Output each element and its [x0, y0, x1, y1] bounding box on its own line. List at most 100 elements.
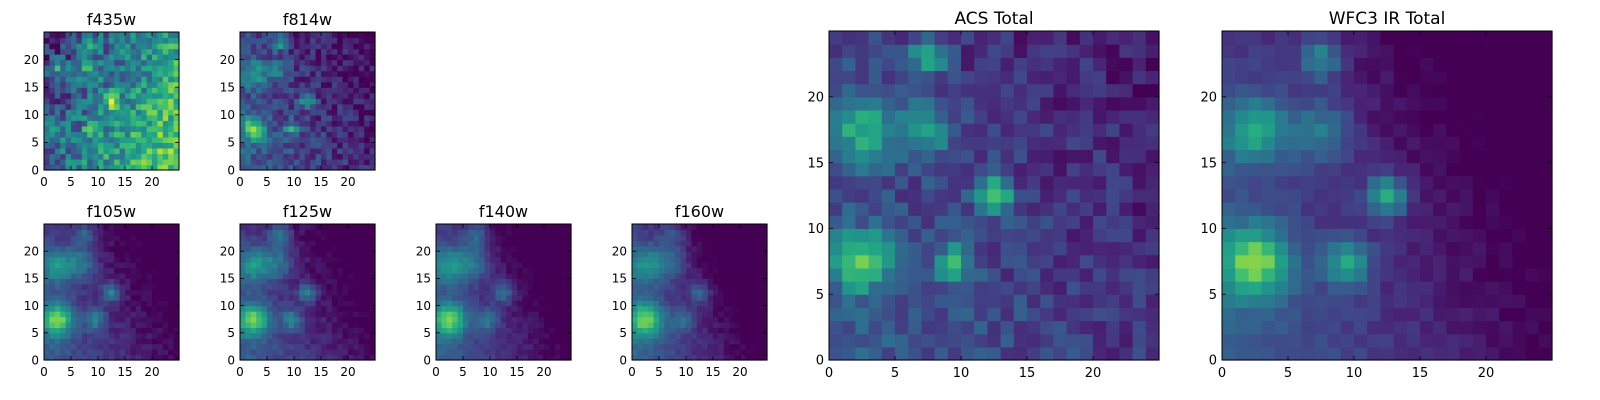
heatmap-cell	[304, 120, 311, 127]
heatmap-cell	[686, 338, 692, 345]
heatmap-cell	[76, 92, 83, 99]
heatmap-cell	[947, 320, 962, 335]
heatmap-cell	[103, 70, 110, 77]
heatmap-cell	[71, 70, 77, 77]
heatmap-cell	[664, 272, 671, 279]
heatmap-cell	[921, 83, 936, 98]
heatmap-cell	[1525, 188, 1540, 203]
heatmap-cell	[108, 229, 115, 236]
heatmap-cell	[315, 316, 322, 323]
heatmap-cell	[358, 109, 365, 116]
heatmap-cell	[740, 294, 746, 301]
heatmap-cell	[369, 142, 376, 149]
heatmap-cell	[549, 349, 556, 356]
heatmap-cell	[141, 343, 148, 350]
heatmap-cell	[987, 109, 1002, 124]
heatmap-cell	[713, 321, 719, 328]
heatmap-cell	[331, 321, 338, 328]
heatmap-cell	[560, 229, 567, 236]
heatmap-cells	[1222, 31, 1553, 361]
heatmap-cell	[364, 65, 371, 72]
heatmap-cell	[98, 48, 104, 55]
heatmap-cell	[103, 245, 110, 252]
heatmap-cell	[168, 343, 175, 350]
heatmap-cell	[364, 278, 371, 285]
heatmap-cell	[358, 311, 365, 318]
heatmap-cell	[659, 272, 665, 279]
heatmap-cell	[490, 289, 496, 296]
heatmap-cell	[119, 234, 126, 241]
heatmap-cell	[364, 332, 371, 339]
heatmap-cell	[44, 54, 50, 61]
heatmap-cell	[734, 234, 741, 241]
heatmap-cell	[1040, 320, 1054, 335]
heatmap-cell	[1446, 175, 1461, 190]
heatmap-cell	[157, 245, 164, 252]
heatmap-cell	[277, 87, 284, 94]
heatmap-cell	[130, 92, 137, 99]
heatmap-cell	[168, 240, 175, 247]
heatmap-cell	[173, 103, 180, 110]
heatmap-cell	[173, 59, 180, 66]
heatmap-cell	[321, 332, 327, 339]
heatmap-cell	[1512, 241, 1527, 256]
heatmap-cell	[517, 300, 523, 307]
heatmap-cell	[44, 81, 50, 88]
heatmap-cell	[702, 316, 709, 323]
x-tick-label: 10	[678, 365, 693, 379]
heatmap-cell	[637, 289, 644, 296]
heatmap-cell	[1053, 175, 1068, 190]
heatmap-cell	[745, 338, 752, 345]
heatmap-cell	[353, 278, 360, 285]
heatmap-cell	[277, 224, 284, 231]
heatmap-cell	[1314, 320, 1329, 335]
heatmap-cell	[261, 109, 268, 116]
heatmap-cell	[1459, 281, 1474, 295]
heatmap-cell	[479, 300, 486, 307]
heatmap-cell	[304, 272, 311, 279]
heatmap-cell	[1274, 162, 1289, 177]
heatmap-cell	[669, 224, 676, 231]
heatmap-cell	[1446, 162, 1461, 177]
heatmap-cell	[331, 65, 338, 72]
heatmap-cell	[92, 32, 99, 39]
heatmap-cell	[337, 142, 344, 149]
heatmap-cell	[87, 103, 94, 110]
heatmap-cell	[707, 305, 714, 312]
heatmap-cell	[637, 321, 644, 328]
heatmap-cell	[348, 158, 354, 166]
heatmap-cell	[250, 234, 257, 241]
heatmap-cell	[294, 92, 300, 99]
heatmap-cell	[961, 333, 975, 348]
heatmap-cell	[495, 343, 502, 350]
heatmap-cell	[669, 229, 676, 236]
heatmap-cell	[544, 338, 550, 345]
heatmap-cell	[1027, 281, 1041, 295]
heatmap-cell	[723, 229, 730, 236]
heatmap-cell	[65, 338, 72, 345]
heatmap-cell	[490, 240, 496, 247]
heatmap-cell	[157, 70, 164, 77]
heatmap-cell	[157, 103, 164, 110]
heatmap-cell	[696, 349, 703, 356]
heatmap-cell	[675, 224, 682, 231]
heatmap-cell	[707, 234, 714, 241]
heatmap-cell	[44, 224, 50, 231]
heatmap-cell	[1145, 136, 1160, 151]
heatmap-cell	[1314, 188, 1329, 203]
heatmap-cell	[829, 149, 843, 164]
heatmap-cell	[1459, 162, 1474, 177]
heatmap-cell	[669, 311, 676, 318]
heatmap-cell	[544, 272, 550, 279]
heatmap-cell	[173, 131, 180, 138]
heatmap-cell	[261, 234, 268, 241]
heatmap-cell	[829, 333, 843, 348]
heatmap-cell	[321, 321, 327, 328]
heatmap-cell	[718, 305, 725, 312]
heatmap-cell	[642, 229, 649, 236]
heatmap-cell	[761, 332, 768, 339]
heatmap-cell	[304, 136, 311, 143]
heatmap-cell	[130, 300, 137, 307]
heatmap-cell	[60, 316, 67, 323]
heatmap-cell	[1106, 149, 1120, 164]
